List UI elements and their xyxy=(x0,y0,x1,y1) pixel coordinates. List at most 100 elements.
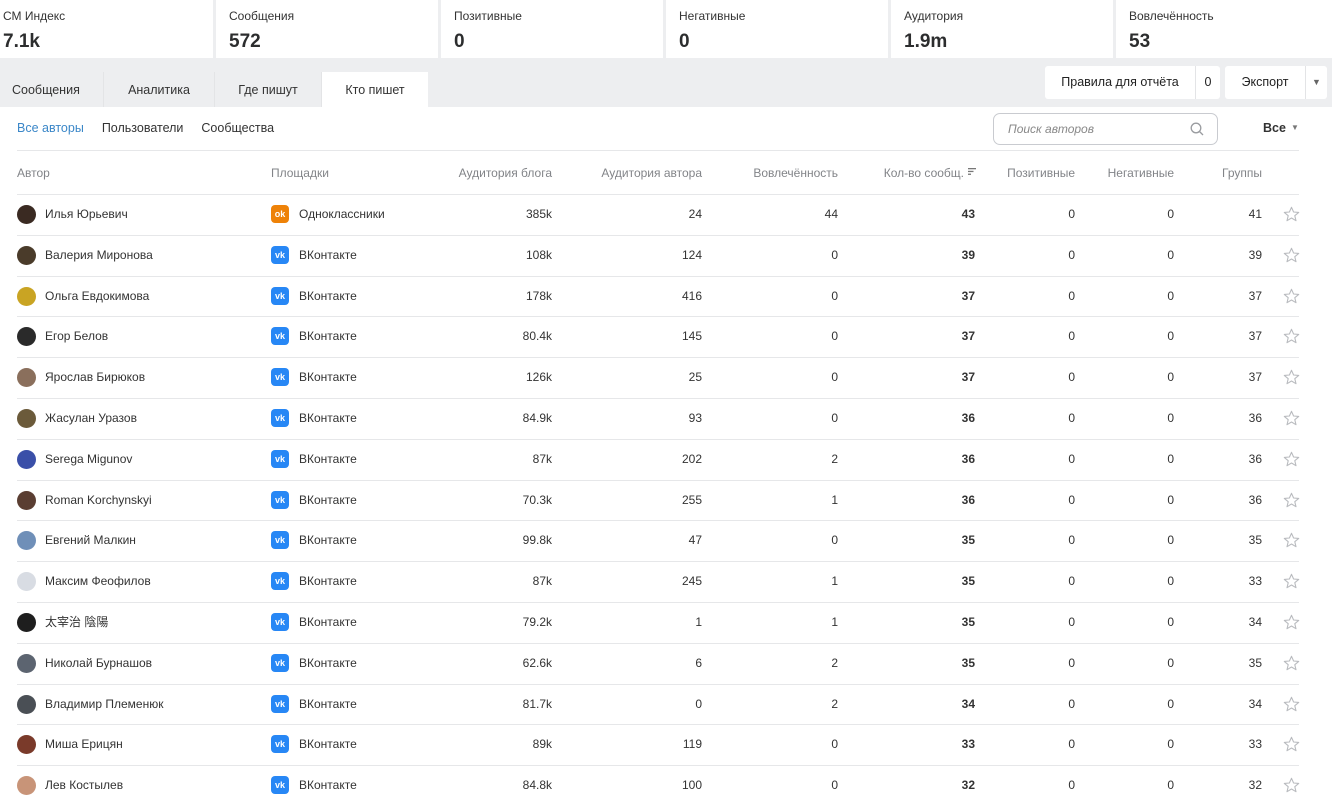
tab-messages[interactable]: Сообщения xyxy=(0,72,104,108)
table-row[interactable]: Лев Костылев vk ВКонтакте 84.8k 100 0 32… xyxy=(17,765,1300,806)
avatar[interactable] xyxy=(17,653,36,673)
search-icon[interactable] xyxy=(1190,122,1204,136)
avatar[interactable] xyxy=(17,531,36,551)
table-row[interactable]: Serega Migunov vk ВКонтакте 87k 202 2 36… xyxy=(17,438,1300,480)
positive-value: 0 xyxy=(1068,574,1075,589)
avatar[interactable] xyxy=(17,572,36,592)
avatar[interactable] xyxy=(17,408,36,428)
report-rules-count[interactable]: 0 xyxy=(1195,66,1220,99)
avatar[interactable] xyxy=(17,776,36,796)
avatar[interactable] xyxy=(17,245,36,265)
avatar[interactable] xyxy=(17,368,36,388)
col-platform[interactable]: Площадки xyxy=(271,166,329,180)
table-row[interactable]: Валерия Миронова vk ВКонтакте 108k 124 0… xyxy=(17,234,1300,276)
platform-name: ВКонтакте xyxy=(299,451,357,466)
table-row[interactable]: Миша Ерицян vk ВКонтакте 89k 119 0 33 0 … xyxy=(17,724,1300,765)
messages-count: 37 xyxy=(961,370,975,385)
avatar[interactable] xyxy=(17,694,36,714)
col-negative[interactable]: Негативные xyxy=(1107,166,1174,180)
author-name[interactable]: Ярослав Бирюков xyxy=(45,370,146,385)
col-author[interactable]: Автор xyxy=(17,166,50,180)
avatar[interactable] xyxy=(17,735,36,755)
author-audience-value: 119 xyxy=(682,737,702,752)
col-messages[interactable]: Кол-во сообщ. xyxy=(884,166,976,180)
blog-audience-value: 81.7k xyxy=(522,696,552,711)
star-icon[interactable] xyxy=(1283,288,1300,305)
author-name[interactable]: Илья Юрьевич xyxy=(45,207,128,221)
author-name[interactable]: Валерия Миронова xyxy=(45,247,153,262)
star-icon[interactable] xyxy=(1283,369,1300,386)
author-name[interactable]: Roman Korchynskyi xyxy=(45,492,152,507)
star-icon[interactable] xyxy=(1283,532,1300,549)
author-name[interactable]: Евгений Малкин xyxy=(45,533,136,548)
author-name[interactable]: Николай Бурнашов xyxy=(45,655,153,670)
col-positive[interactable]: Позитивные xyxy=(1007,166,1075,180)
author-name[interactable]: Жасулан Уразов xyxy=(45,410,137,425)
star-icon[interactable] xyxy=(1283,328,1300,345)
avatar[interactable] xyxy=(17,612,36,632)
table-row[interactable]: Жасулан Уразов vk ВКонтакте 84.9k 93 0 3… xyxy=(17,397,1300,439)
avatar[interactable] xyxy=(17,327,36,347)
star-icon[interactable] xyxy=(1283,696,1300,713)
messages-count: 35 xyxy=(961,655,975,670)
type-filter-dropdown[interactable]: Все ▼ xyxy=(1263,121,1299,135)
table-row[interactable]: Ольга Евдокимова vk ВКонтакте 178k 416 0… xyxy=(17,275,1300,317)
col-engagement[interactable]: Вовлечённость xyxy=(753,166,838,180)
chevron-down-icon: ▼ xyxy=(1290,123,1299,132)
ok-icon: ok xyxy=(271,205,289,223)
tab-where[interactable]: Где пишут xyxy=(215,72,322,108)
table-row[interactable]: Илья Юрьевич ok Одноклассники 385k 24 44… xyxy=(17,194,1300,235)
star-icon[interactable] xyxy=(1283,206,1300,223)
vk-icon: vk xyxy=(271,653,289,672)
blog-audience-value: 99.8k xyxy=(522,533,552,548)
star-icon[interactable] xyxy=(1283,410,1300,427)
star-icon[interactable] xyxy=(1283,451,1300,468)
author-name[interactable]: Миша Ерицян xyxy=(45,737,123,752)
col-groups[interactable]: Группы xyxy=(1222,166,1262,180)
export-button[interactable]: Экспорт xyxy=(1241,75,1289,89)
star-icon[interactable] xyxy=(1283,614,1300,631)
table-row[interactable]: Николай Бурнашов vk ВКонтакте 62.6k 6 2 … xyxy=(17,642,1300,684)
star-icon[interactable] xyxy=(1283,655,1300,672)
engagement-value: 2 xyxy=(831,451,838,466)
platform-name: ВКонтакте xyxy=(299,329,357,344)
messages-count: 35 xyxy=(961,533,975,548)
star-icon[interactable] xyxy=(1283,777,1300,794)
star-icon[interactable] xyxy=(1283,247,1300,264)
author-name[interactable]: Егор Белов xyxy=(45,329,109,344)
col-blog-audience[interactable]: Аудитория блога xyxy=(458,166,552,180)
avatar[interactable] xyxy=(17,490,36,510)
author-name[interactable]: Ольга Евдокимова xyxy=(45,288,150,303)
table-row[interactable]: Владимир Племенюк vk ВКонтакте 81.7k 0 2… xyxy=(17,683,1300,725)
filter-communities[interactable]: Сообщества xyxy=(201,121,275,135)
filter-all-authors[interactable]: Все авторы xyxy=(17,121,84,135)
filter-users[interactable]: Пользователи xyxy=(101,121,184,135)
search-input[interactable] xyxy=(1008,115,1188,143)
table-row[interactable]: Ярослав Бирюков vk ВКонтакте 126k 25 0 3… xyxy=(17,357,1300,398)
star-icon[interactable] xyxy=(1283,573,1300,590)
table-row[interactable]: Roman Korchynskyi vk ВКонтакте 70.3k 255… xyxy=(17,479,1300,521)
author-name[interactable]: Лев Костылев xyxy=(45,778,124,793)
tab-analytics[interactable]: Аналитика xyxy=(104,72,215,108)
report-rules-button[interactable]: Правила для отчёта xyxy=(1061,75,1179,89)
author-name[interactable]: Максим Феофилов xyxy=(45,574,151,589)
col-author-audience[interactable]: Аудитория автора xyxy=(601,166,702,180)
table-row[interactable]: Евгений Малкин vk ВКонтакте 99.8k 47 0 3… xyxy=(17,520,1300,561)
table-row[interactable]: 太宰治 陰陽 vk ВКонтакте 79.2k 1 1 35 0 0 34 xyxy=(17,601,1300,643)
author-audience-value: 416 xyxy=(681,288,702,303)
avatar[interactable] xyxy=(17,286,36,306)
stat-label: Аудитория xyxy=(904,9,964,23)
stat-label: СМ Индекс xyxy=(3,9,66,23)
messages-count: 37 xyxy=(961,329,975,344)
author-name[interactable]: Владимир Племенюк xyxy=(45,696,164,711)
star-icon[interactable] xyxy=(1283,736,1300,753)
avatar[interactable] xyxy=(17,449,36,469)
tab-who[interactable]: Кто пишет xyxy=(322,72,428,108)
chevron-down-icon[interactable]: ▼ xyxy=(1305,66,1327,99)
table-row[interactable]: Егор Белов vk ВКонтакте 80.4k 145 0 37 0… xyxy=(17,316,1300,357)
table-row[interactable]: Максим Феофилов vk ВКонтакте 87k 245 1 3… xyxy=(17,561,1300,602)
author-name[interactable]: 太宰治 陰陽 xyxy=(45,614,109,629)
avatar[interactable] xyxy=(17,205,36,224)
star-icon[interactable] xyxy=(1283,492,1300,509)
author-name[interactable]: Serega Migunov xyxy=(45,451,133,466)
